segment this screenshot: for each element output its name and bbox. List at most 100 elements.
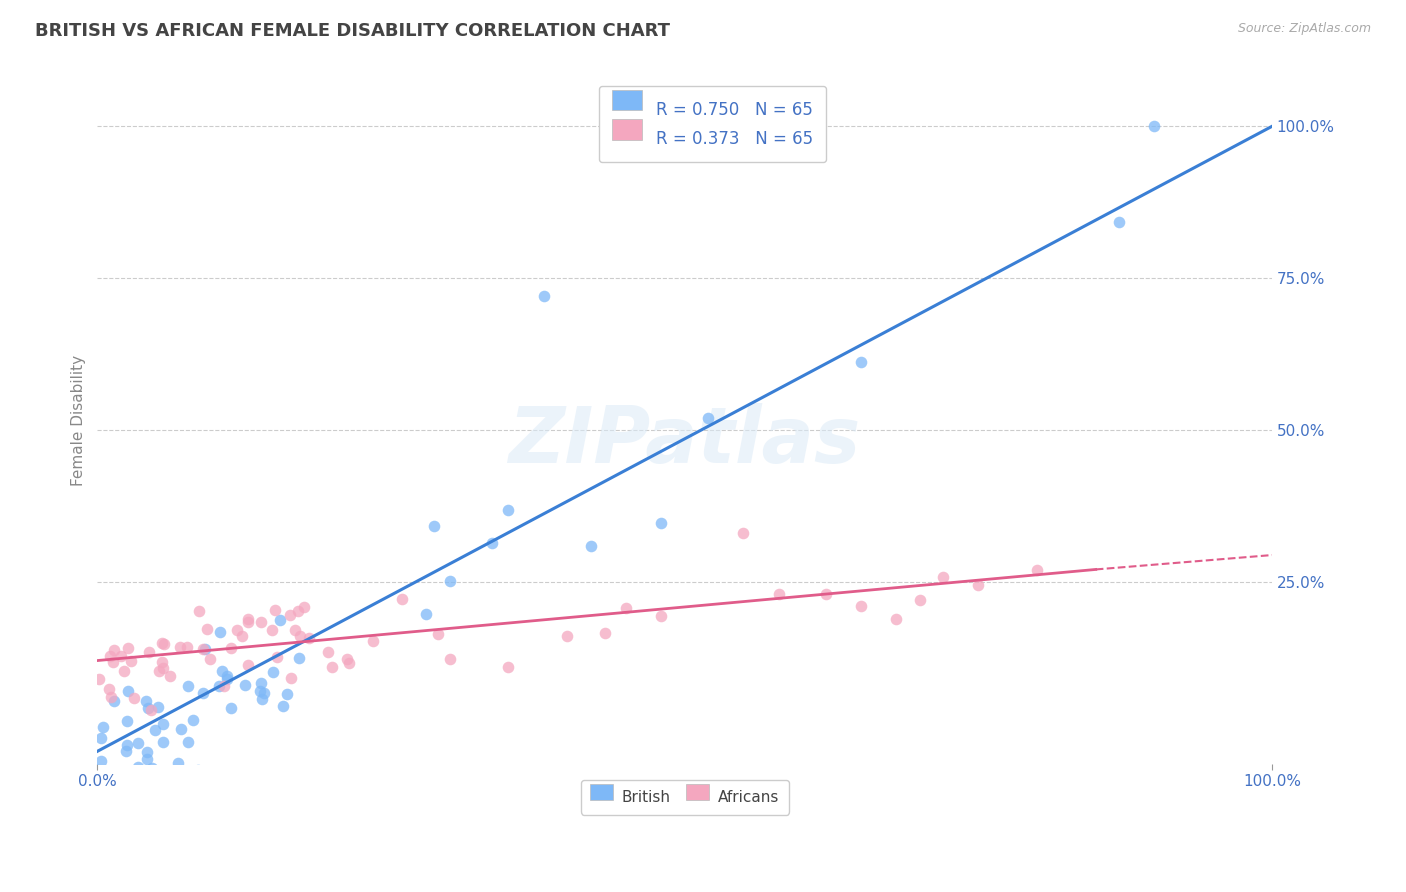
Point	[129, 770, 152, 784]
Point	[211, 665, 233, 679]
Text: BRITISH VS AFRICAN FEMALE DISABILITY CORRELATION CHART: BRITISH VS AFRICAN FEMALE DISABILITY COR…	[35, 22, 671, 40]
Point	[169, 640, 191, 655]
Point	[267, 775, 290, 789]
Point	[127, 760, 149, 774]
Point	[153, 636, 176, 650]
Point	[391, 592, 413, 607]
Point	[138, 645, 160, 659]
Point	[187, 763, 209, 777]
Point	[176, 640, 198, 655]
Point	[145, 723, 167, 737]
Point	[146, 700, 169, 714]
Point	[103, 694, 125, 708]
Point	[1026, 563, 1049, 577]
Point	[120, 654, 142, 668]
Point	[278, 608, 301, 623]
Point	[98, 648, 121, 663]
Point	[336, 652, 359, 666]
Point	[439, 574, 461, 588]
Point	[932, 570, 955, 584]
Point	[152, 716, 174, 731]
Point	[814, 587, 837, 601]
Point	[215, 669, 238, 683]
Point	[579, 539, 602, 553]
Point	[177, 734, 200, 748]
Point	[849, 355, 872, 369]
Point	[264, 603, 287, 617]
Point	[136, 752, 159, 766]
Point	[849, 599, 872, 613]
Point	[884, 612, 907, 626]
Point	[177, 679, 200, 693]
Point	[733, 526, 755, 541]
Point	[262, 665, 284, 679]
Point	[167, 756, 190, 770]
Point	[208, 624, 231, 639]
Point	[90, 754, 112, 768]
Point	[124, 690, 146, 705]
Point	[236, 615, 259, 629]
Point	[217, 672, 239, 686]
Point	[593, 625, 616, 640]
Point	[150, 655, 173, 669]
Point	[273, 698, 295, 713]
Point	[650, 516, 672, 530]
Point	[252, 686, 274, 700]
Point	[150, 636, 173, 650]
Point	[195, 622, 218, 636]
Point	[136, 745, 159, 759]
Point	[287, 651, 309, 665]
Point	[284, 623, 307, 637]
Point	[170, 722, 193, 736]
Point	[1143, 119, 1166, 133]
Point	[100, 690, 122, 704]
Point	[135, 694, 157, 708]
Point	[427, 627, 450, 641]
Point	[236, 657, 259, 672]
Point	[226, 624, 249, 638]
Point	[262, 623, 284, 637]
Point	[321, 660, 343, 674]
Point	[276, 687, 298, 701]
Point	[250, 691, 273, 706]
Legend: British, Africans: British, Africans	[581, 780, 789, 814]
Point	[87, 672, 110, 686]
Point	[423, 519, 446, 533]
Point	[90, 775, 112, 789]
Point	[159, 669, 181, 683]
Point	[191, 686, 214, 700]
Point	[152, 735, 174, 749]
Point	[614, 601, 637, 615]
Point	[136, 701, 159, 715]
Point	[266, 649, 288, 664]
Point	[288, 629, 311, 643]
Point	[908, 592, 931, 607]
Point	[198, 652, 221, 666]
Point	[250, 675, 273, 690]
Point	[139, 703, 162, 717]
Point	[194, 642, 217, 657]
Point	[120, 775, 142, 789]
Point	[110, 648, 132, 663]
Point	[697, 410, 720, 425]
Point	[298, 631, 321, 645]
Point	[115, 738, 138, 752]
Text: Source: ZipAtlas.com: Source: ZipAtlas.com	[1237, 22, 1371, 36]
Point	[361, 634, 384, 648]
Point	[127, 736, 149, 750]
Point	[141, 761, 163, 775]
Text: ZIPatlas: ZIPatlas	[509, 403, 860, 479]
Point	[152, 661, 174, 675]
Point	[236, 612, 259, 626]
Point	[115, 714, 138, 729]
Point	[292, 600, 315, 615]
Point	[183, 713, 205, 727]
Point	[93, 767, 115, 781]
Point	[117, 640, 139, 655]
Point	[212, 679, 235, 693]
Point	[498, 502, 520, 516]
Point	[249, 683, 271, 698]
Point	[498, 659, 520, 673]
Point	[269, 613, 291, 627]
Point	[188, 604, 211, 618]
